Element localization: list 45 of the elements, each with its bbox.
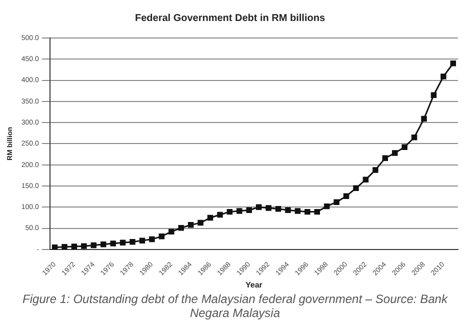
point xyxy=(392,150,398,156)
point xyxy=(178,225,184,231)
point xyxy=(90,242,97,248)
point xyxy=(110,240,116,246)
point xyxy=(382,155,388,161)
point xyxy=(334,199,340,205)
point xyxy=(314,208,320,215)
caption: Figure 1: Outstanding debt of the Malaysian federal government – Source: Bank Negara Malaysia xyxy=(22,292,449,320)
point xyxy=(421,116,427,122)
point xyxy=(217,212,223,218)
point xyxy=(353,185,359,191)
point xyxy=(411,134,418,140)
point xyxy=(207,214,214,221)
point xyxy=(139,238,146,244)
x-axis-title: Year xyxy=(246,280,262,290)
point xyxy=(149,236,155,242)
point xyxy=(71,244,78,250)
point xyxy=(158,233,165,240)
point xyxy=(402,144,408,150)
point xyxy=(52,244,58,250)
point xyxy=(450,60,456,66)
point xyxy=(343,193,350,200)
point xyxy=(130,238,136,245)
point xyxy=(372,167,378,173)
point xyxy=(266,205,272,211)
point xyxy=(120,240,126,246)
point xyxy=(294,208,301,214)
chart-title: Federal Government Debt in RM billions xyxy=(134,12,326,24)
point xyxy=(100,242,106,248)
point xyxy=(198,220,204,226)
point xyxy=(246,207,252,213)
point xyxy=(168,228,174,235)
point xyxy=(236,208,242,214)
point xyxy=(62,244,68,250)
point xyxy=(304,208,310,215)
point xyxy=(226,208,233,215)
point xyxy=(324,203,330,210)
point xyxy=(285,207,291,213)
point xyxy=(430,92,437,98)
point xyxy=(440,74,446,80)
point xyxy=(256,204,262,210)
point xyxy=(81,243,87,249)
point xyxy=(275,206,282,212)
point xyxy=(362,176,369,183)
point xyxy=(188,222,194,228)
